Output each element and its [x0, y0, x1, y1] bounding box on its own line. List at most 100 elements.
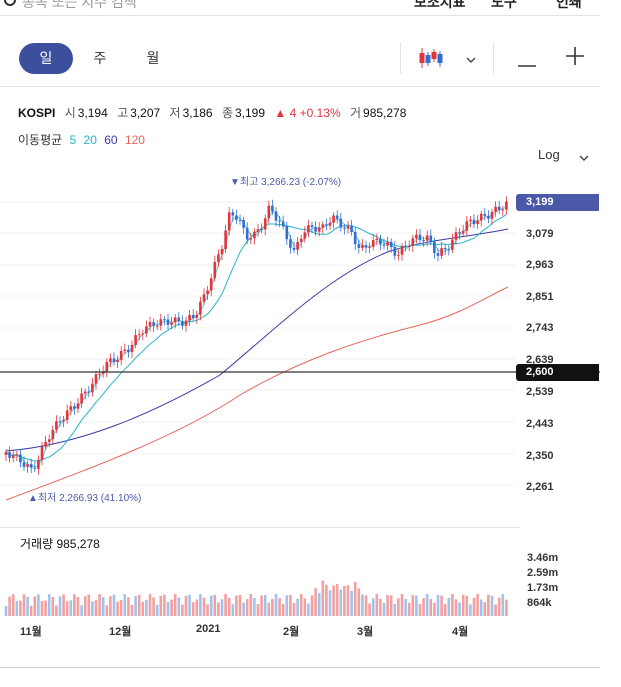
candle-body: [227, 212, 231, 231]
candle-body: [137, 334, 141, 336]
ma-60-line: [5, 228, 509, 452]
volume-bar: [429, 599, 433, 616]
moving-average-legend[interactable]: 이동평균 5 20 60 120: [18, 131, 149, 148]
month-label: 12월: [109, 626, 132, 638]
ma-120-label: 120: [124, 133, 145, 147]
candle-body: [335, 215, 339, 219]
tool-menu[interactable]: 도구: [491, 0, 517, 10]
search-input[interactable]: 종목 또는 지수 검색: [22, 0, 137, 10]
candle-body: [487, 215, 490, 219]
volume-bar: [220, 599, 224, 616]
price-axis-label: 3,079: [526, 228, 554, 240]
candle-body: [472, 219, 476, 225]
price-chart[interactable]: [0, 165, 600, 515]
volume-bar: [328, 590, 332, 616]
volume-bar: [105, 605, 109, 616]
volume-bar: [274, 594, 278, 616]
volume-bar: [245, 599, 249, 616]
volume-bar: [256, 603, 260, 616]
tab-month[interactable]: 월: [146, 50, 160, 66]
candle-body: [285, 226, 289, 240]
volume-bar: [127, 597, 130, 616]
volume-bar: [505, 599, 508, 616]
candle-body: [314, 226, 317, 232]
volume-bar: [148, 594, 152, 616]
candle-body: [271, 205, 274, 212]
tab-week[interactable]: 주: [93, 50, 107, 66]
candle-body: [454, 232, 458, 240]
candle-body: [235, 215, 238, 220]
ma-5-label: 5: [69, 133, 77, 147]
candle-body: [4, 452, 8, 455]
volume-bar: [26, 596, 29, 616]
volume-bar: [181, 604, 184, 616]
candle-body: [451, 239, 454, 250]
candle-body: [116, 359, 119, 363]
candle-body: [425, 235, 429, 241]
candle-body: [407, 246, 411, 248]
volume-bar: [490, 595, 494, 616]
volume-bar: [418, 603, 422, 616]
candle-body: [76, 403, 80, 409]
volume-bar: [55, 605, 58, 616]
candle-body: [299, 238, 303, 242]
candle-body: [206, 290, 209, 295]
candle-body: [296, 241, 299, 250]
volume-bar: [483, 602, 487, 616]
volume-bar: [371, 598, 375, 616]
top-bar: 종목 또는 지수 검색 보조지표 도구 인쇄: [0, 0, 621, 14]
tab-day[interactable]: 일: [19, 43, 73, 74]
month-label: 2월: [283, 626, 300, 638]
volume-bar: [353, 581, 357, 616]
chevron-down-icon[interactable]: [465, 51, 477, 69]
scale-toggle[interactable]: Log: [538, 147, 560, 162]
candle-body: [166, 319, 170, 325]
ma-label: 이동평균: [18, 133, 63, 147]
candle-body: [267, 205, 271, 219]
candle-body: [19, 454, 22, 463]
volume-bar: [317, 592, 321, 616]
candle-body: [127, 349, 130, 353]
volume-bar: [98, 594, 101, 616]
search-icon[interactable]: [4, 0, 16, 6]
chevron-down-icon[interactable]: [578, 149, 590, 167]
candle-body: [65, 410, 69, 420]
volume-bar: [335, 583, 339, 616]
candle-body: [69, 406, 73, 411]
volume-bar: [19, 600, 22, 616]
volume-bar: [4, 606, 8, 616]
volume-bar: [296, 598, 299, 616]
volume-bar: [285, 595, 289, 616]
volume-bar: [242, 602, 245, 616]
candle-body: [15, 454, 19, 456]
candle-body: [83, 391, 87, 394]
ma-60-label: 60: [104, 133, 118, 147]
candle-body: [440, 248, 443, 256]
minus-icon[interactable]: [518, 55, 536, 73]
volume-bar: [109, 596, 112, 616]
candlestick-icon[interactable]: [418, 46, 444, 75]
plus-icon[interactable]: [566, 47, 584, 70]
volume-bar: [454, 599, 458, 616]
candle-body: [152, 322, 155, 326]
volume-bar: [224, 594, 227, 616]
candle-body: [55, 421, 58, 430]
month-label: 3월: [357, 626, 374, 638]
print-menu[interactable]: 인쇄: [556, 0, 582, 10]
candle-body: [260, 229, 263, 231]
candle-body: [379, 238, 382, 245]
volume-bar: [238, 594, 242, 616]
volume-bar: [382, 603, 386, 616]
ma-5-line: [5, 206, 507, 468]
open-label: 시: [64, 106, 76, 120]
candle-body: [145, 326, 148, 334]
candle-body: [368, 246, 371, 248]
indicator-menu[interactable]: 보조지표: [414, 0, 466, 10]
candle-body: [253, 231, 256, 239]
ma-20-label: 20: [83, 133, 97, 147]
volume-bar: [159, 595, 163, 616]
volume-bar: [22, 594, 26, 616]
divider: [493, 42, 494, 74]
volume-bar: [145, 599, 148, 616]
candle-body: [177, 317, 181, 322]
